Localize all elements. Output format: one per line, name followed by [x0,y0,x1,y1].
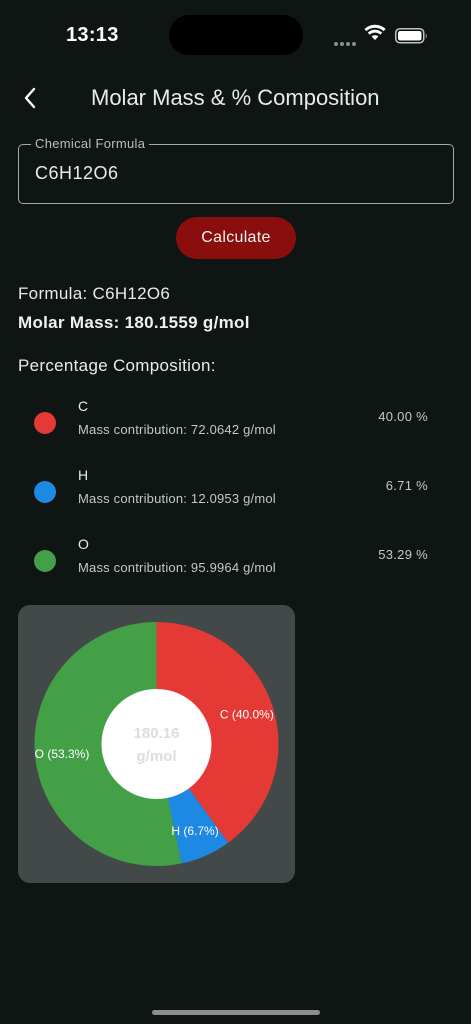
chemical-formula-field[interactable]: Chemical Formula [18,136,454,204]
composition-item-c: C Mass contribution: 72.0642 g/mol 40.00… [0,398,471,454]
element-percent: 53.29 % [378,547,428,562]
status-icons [334,22,434,48]
battery-icon [395,28,427,44]
element-percent: 6.71 % [385,478,428,493]
status-time: 13:13 [66,24,119,46]
composition-pie-chart: 180.16 g/mol C (40.0%) H (6.7%) O (53.3%) [34,622,279,866]
dynamic-island [169,15,303,55]
composition-heading: Percentage Composition: [18,356,216,375]
chemical-formula-input[interactable] [35,163,435,184]
chevron-left-icon [24,87,36,109]
calculate-button[interactable]: Calculate [176,217,296,259]
cellular-signal-icon [334,33,358,51]
element-symbol: O [78,536,89,552]
home-indicator [152,1010,320,1015]
wifi-icon [364,24,386,40]
mass-contribution: Mass contribution: 95.9964 g/mol [78,560,276,575]
mass-contribution: Mass contribution: 72.0642 g/mol [78,422,276,437]
pie-slice-c [156,622,279,843]
element-color-dot [34,481,56,503]
chart-center-hole [101,689,212,799]
element-symbol: H [78,467,89,483]
composition-item-o: O Mass contribution: 95.9964 g/mol 53.29… [0,536,471,592]
page-title: Molar Mass & % Composition [91,85,380,110]
app-bar: Molar Mass & % Composition [0,74,471,122]
status-bar: 13:13 [0,0,471,70]
mass-contribution: Mass contribution: 12.0953 g/mol [78,491,276,506]
element-color-dot [34,412,56,434]
element-color-dot [34,550,56,572]
chart-center-value: 180.16 [134,725,180,742]
element-symbol: C [78,398,89,414]
pie-label-o: O (53.3%) [35,747,90,761]
composition-item-h: H Mass contribution: 12.0953 g/mol 6.71 … [0,467,471,523]
composition-chart-card: 180.16 g/mol C (40.0%) H (6.7%) O (53.3%) [18,605,295,883]
chart-center-unit: g/mol [137,748,177,765]
formula-result: Formula: C6H12O6 [18,284,171,303]
back-button[interactable] [14,82,46,114]
pie-label-h: H (6.7%) [171,824,218,838]
chemical-formula-label: Chemical Formula [31,136,150,151]
element-percent: 40.00 % [378,409,428,424]
pie-label-c: C (40.0%) [220,708,274,722]
molar-mass-result: Molar Mass: 180.1559 g/mol [18,313,250,332]
